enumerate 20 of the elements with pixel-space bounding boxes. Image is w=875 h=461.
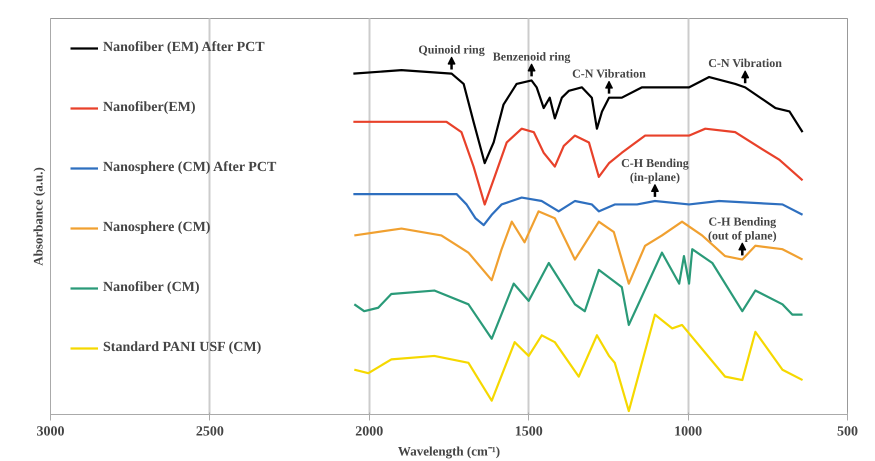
legend-label: Standard PANI USF (CM)	[103, 340, 262, 356]
legend-label: Nanofiber (EM) After PCT	[103, 40, 265, 56]
x-tick-label: 2500	[196, 424, 224, 440]
legend-label: Nanosphere (CM) After PCT	[103, 160, 276, 176]
annotation: Quinoid ring	[418, 42, 485, 56]
x-tick-label: 500	[837, 424, 858, 440]
legend-label: Nanofiber(EM)	[103, 100, 196, 116]
annotation: C-H Bending (in-plane)	[621, 156, 689, 184]
annotation: C-N Vibration	[708, 56, 782, 70]
legend-label: Nanofiber (CM)	[103, 280, 200, 296]
annotation: C-H Bending (out of plane)	[708, 214, 777, 242]
x-tick-label: 1500	[514, 424, 543, 440]
x-axis-title: Wavelength (cm⁻¹)	[398, 444, 500, 458]
annotation: C-N Vibration	[572, 66, 646, 80]
x-tick-label: 3000	[36, 424, 64, 440]
legend-label: Nanosphere (CM)	[103, 220, 210, 236]
x-tick-label: 2000	[355, 424, 384, 440]
annotation: Benzenoid ring	[492, 49, 570, 64]
x-tick-label: 1000	[674, 424, 702, 440]
y-axis-title: Absorbance (a.u.)	[30, 167, 46, 266]
